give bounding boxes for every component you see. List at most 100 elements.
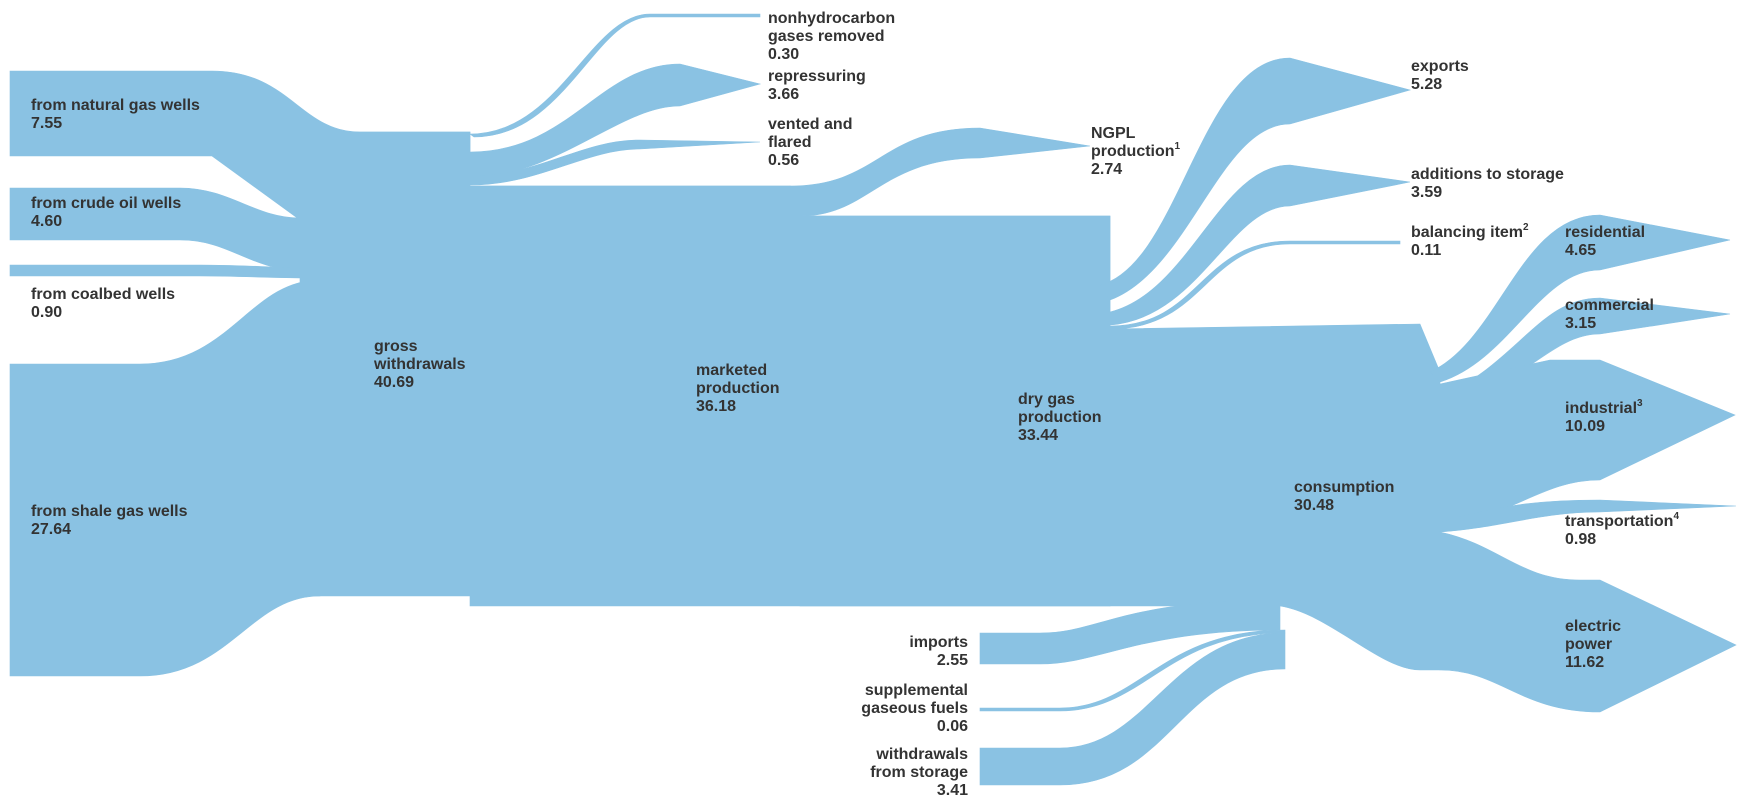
label-electric-power-line2: power: [1565, 636, 1613, 653]
label-electric-power-line1: electric: [1565, 618, 1622, 635]
label-balancing-item: balancing item2 0.11: [1411, 221, 1529, 260]
label-dry-gas-line1: dry gas: [1018, 391, 1075, 408]
label-repressuring-name: repressuring: [768, 68, 866, 85]
label-consumption: consumption 30.48: [1294, 479, 1394, 515]
label-balancing-item-wrap: balancing item2: [1411, 221, 1529, 242]
label-additions-storage-value: 3.59: [1411, 184, 1443, 201]
label-natural-gas-wells-value: 7.55: [31, 115, 63, 132]
label-gross-withdrawals-line2: withdrawals: [374, 356, 466, 373]
flow-coalbed-wells: [9, 264, 311, 279]
label-dry-gas-line2: production: [1018, 409, 1102, 426]
label-shale-gas-wells-name: from shale gas wells: [31, 503, 188, 520]
label-vented-flared: vented and flared 0.56: [768, 116, 852, 170]
flow-additions-storage: [1109, 164, 1411, 326]
label-transportation-footnote: 4: [1673, 510, 1680, 522]
label-balancing-item-footnote: 2: [1523, 221, 1529, 233]
label-crude-oil-wells: from crude oil wells 4.60: [31, 195, 181, 231]
label-transportation: transportation4 0.98: [1565, 510, 1680, 549]
label-balancing-item-value: 0.11: [1411, 242, 1442, 259]
label-exports-value: 5.28: [1411, 76, 1443, 93]
label-coalbed-wells-name: from coalbed wells: [31, 286, 176, 303]
label-imports: imports 2.55: [909, 634, 968, 670]
label-imports-name: imports: [909, 634, 968, 651]
label-vented-flared-value: 0.56: [768, 152, 800, 169]
label-transportation-wrap: transportation4: [1565, 510, 1680, 531]
label-crude-oil-wells-value: 4.60: [31, 213, 63, 230]
label-marketed-production-line1: marketed: [696, 362, 768, 379]
label-ngpl-line2-wrap: production1: [1091, 140, 1181, 161]
flow-transportation: [1439, 499, 1737, 533]
label-supplemental-line2: gaseous fuels: [861, 700, 968, 717]
flow-consumption: [1109, 323, 1441, 671]
label-industrial: industrial3 10.09: [1565, 397, 1643, 436]
label-supplemental: supplemental gaseous fuels 0.06: [861, 682, 968, 736]
label-ngpl-value: 2.74: [1091, 161, 1123, 178]
label-marketed-production-value: 36.18: [696, 398, 737, 415]
label-natural-gas-wells: from natural gas wells 7.55: [31, 97, 200, 133]
flow-electric-power: [1439, 531, 1737, 713]
label-repressuring-value: 3.66: [768, 86, 800, 103]
label-vented-flared-line2: flared: [768, 134, 812, 151]
label-exports-name: exports: [1411, 58, 1469, 75]
flow-shale-gas-wells: [9, 279, 321, 677]
flow-exports: [1099, 57, 1412, 301]
flow-industrial: [1439, 359, 1736, 525]
label-industrial-wrap: industrial3: [1565, 397, 1643, 418]
flow-residential: [1429, 214, 1731, 383]
label-residential-value: 4.65: [1565, 242, 1597, 259]
flow-vented-flared: [469, 139, 761, 186]
label-ngpl-production: NGPL production1 2.74: [1091, 125, 1180, 179]
flow-repressuring: [469, 63, 762, 179]
label-nonhydrocarbon-value: 0.30: [768, 46, 800, 63]
label-vented-flared-line1: vented and: [768, 116, 853, 133]
label-imports-value: 2.55: [936, 652, 968, 669]
label-ngpl-line2: production: [1091, 143, 1175, 160]
label-shale-gas-wells-value: 27.64: [31, 521, 72, 538]
label-withdrawals-storage-line1: withdrawals: [876, 746, 968, 763]
label-coalbed-wells: from coalbed wells 0.90: [31, 286, 175, 322]
flow-imports: [979, 599, 1281, 665]
label-commercial-value: 3.15: [1565, 315, 1597, 332]
flow-ngpl-production: [789, 127, 1091, 217]
label-marketed-production-line2: production: [696, 380, 780, 397]
label-exports: exports 5.28: [1411, 58, 1469, 94]
label-ngpl-footnote: 1: [1174, 140, 1181, 152]
label-withdrawals-storage-line2: from storage: [870, 764, 968, 781]
label-additions-storage-name: additions to storage: [1411, 166, 1564, 183]
label-shale-gas-wells: from shale gas wells 27.64: [31, 503, 188, 539]
label-nonhydrocarbon-line2: gases removed: [768, 28, 885, 45]
label-coalbed-wells-value: 0.90: [31, 304, 63, 321]
label-withdrawals-storage-value: 3.41: [936, 782, 968, 799]
label-dry-gas-production: dry gas production 33.44: [1018, 391, 1102, 445]
label-industrial-value: 10.09: [1565, 418, 1606, 435]
label-supplemental-line1: supplemental: [864, 682, 968, 699]
label-nonhydrocarbon: nonhydrocarbon gases removed 0.30: [768, 10, 895, 64]
label-gross-withdrawals: gross withdrawals 40.69: [374, 338, 466, 392]
label-nonhydrocarbon-line1: nonhydrocarbon: [768, 10, 896, 27]
label-residential: residential 4.65: [1565, 224, 1645, 260]
label-transportation-value: 0.98: [1565, 531, 1597, 548]
label-withdrawals-storage: withdrawals from storage 3.41: [870, 746, 968, 800]
flow-balancing-item: [1109, 240, 1401, 330]
label-consumption-name: consumption: [1294, 479, 1395, 496]
label-balancing-item-name: balancing item: [1411, 224, 1524, 241]
label-crude-oil-wells-name: from crude oil wells: [31, 195, 182, 212]
label-electric-power: electric power 11.62: [1565, 618, 1621, 672]
flow-withdrawals-storage: [979, 632, 1286, 786]
label-gross-withdrawals-value: 40.69: [374, 374, 415, 391]
label-supplemental-value: 0.06: [936, 718, 968, 735]
label-transportation-name: transportation: [1565, 513, 1674, 530]
flow-nonhydrocarbon: [469, 13, 761, 138]
label-additions-storage: additions to storage 3.59: [1411, 166, 1564, 202]
label-consumption-value: 30.48: [1294, 497, 1335, 514]
label-ngpl-line1: NGPL: [1091, 125, 1136, 142]
label-dry-gas-value: 33.44: [1018, 427, 1059, 444]
label-repressuring: repressuring 3.66: [768, 68, 866, 104]
label-marketed-production: marketed production 36.18: [696, 362, 780, 416]
label-industrial-name: industrial: [1565, 400, 1638, 417]
label-industrial-footnote: 3: [1637, 397, 1643, 409]
label-gross-withdrawals-line1: gross: [374, 338, 418, 355]
label-electric-power-value: 11.62: [1565, 654, 1605, 671]
label-commercial: commercial 3.15: [1565, 297, 1654, 333]
